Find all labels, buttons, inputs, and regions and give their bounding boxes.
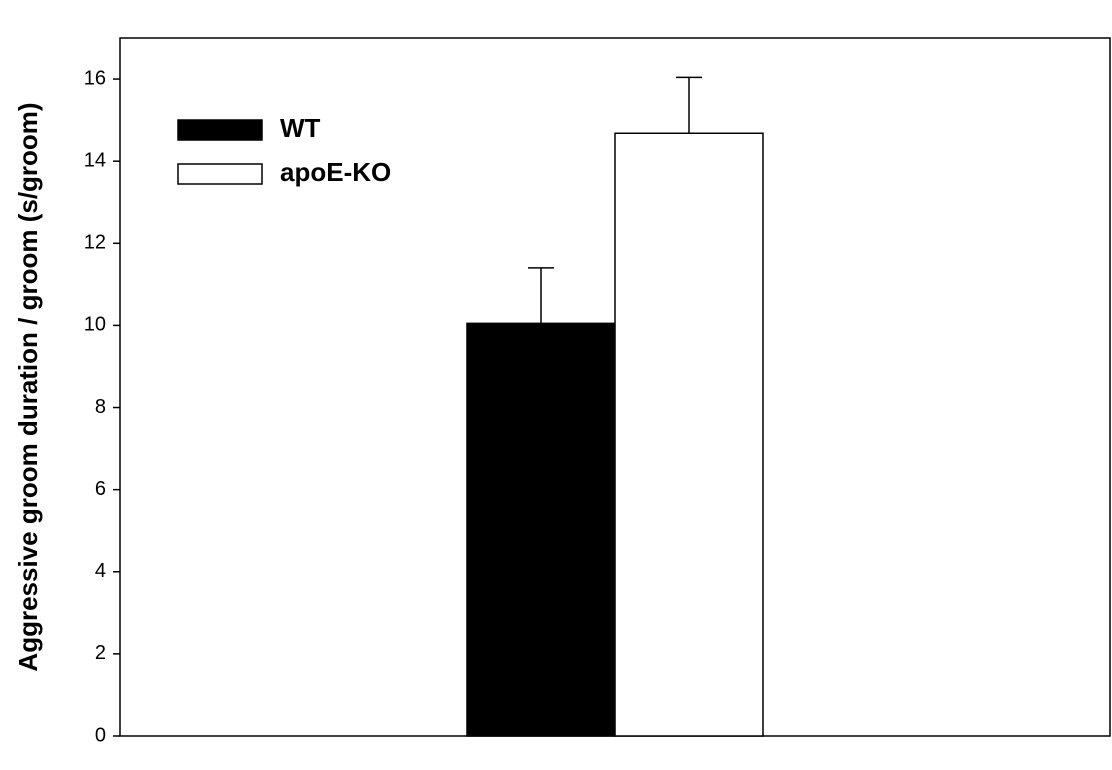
y-tick-label: 12 xyxy=(84,232,106,254)
y-tick-label: 8 xyxy=(95,396,106,418)
y-tick-label: 2 xyxy=(95,642,106,664)
y-tick-label: 14 xyxy=(84,149,106,171)
y-tick-label: 16 xyxy=(84,67,106,89)
legend-label: WT xyxy=(280,113,321,143)
y-tick-label: 6 xyxy=(95,478,106,500)
legend-label: apoE-KO xyxy=(280,157,391,187)
legend-swatch xyxy=(177,163,263,185)
bar xyxy=(466,322,616,737)
y-tick-label: 4 xyxy=(95,560,106,582)
bar xyxy=(614,132,764,737)
legend-swatch xyxy=(177,119,263,141)
error-bar xyxy=(676,76,702,134)
y-tick-label: 0 xyxy=(95,724,106,746)
y-axis-label: Aggressive groom duration / groom (s/gro… xyxy=(13,102,43,671)
y-tick-label: 10 xyxy=(84,314,106,336)
error-bar xyxy=(528,267,554,324)
